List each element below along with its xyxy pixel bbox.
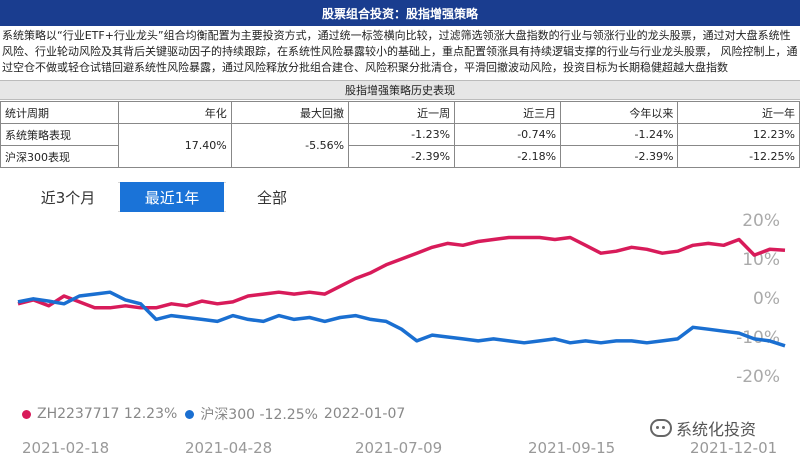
- series2-legend-text: 沪深300 -12.25%: [200, 407, 318, 423]
- history-table-title: 股指增强策略历史表现: [0, 80, 800, 100]
- table-cell: -1.23%: [348, 123, 456, 146]
- series-line-hs300: [17, 290, 786, 348]
- x-tick-label: 2021-04-28: [185, 439, 273, 457]
- page-title: 股票组合投资：股指增强策略: [0, 0, 800, 26]
- annualized-cell: 17.40%: [118, 123, 232, 168]
- table-header: 近三月: [454, 101, 562, 124]
- table-header: 统计周期: [0, 101, 119, 124]
- series1-legend-text: ZH2237717 12.23%: [37, 406, 178, 422]
- y-tick-label: -20%: [736, 367, 780, 387]
- performance-line-chart: 20%10%0%-10%-20%: [17, 211, 786, 387]
- table-cell: -12.25%: [677, 145, 800, 168]
- row-label: 系统策略表现: [0, 123, 119, 146]
- table-header-row: 统计周期 年化 最大回撤 近一周 近三月 今年以来 近一年: [0, 101, 800, 124]
- watermark-text: 系统化投资: [676, 420, 757, 439]
- wechat-icon: [650, 419, 672, 437]
- x-tick-label: 2021-02-18: [22, 439, 110, 457]
- y-tick-label: 20%: [742, 211, 780, 231]
- x-tick-label: 2021-07-09: [355, 439, 443, 457]
- y-tick-label: 10%: [742, 250, 780, 270]
- table-cell: -0.74%: [454, 123, 562, 146]
- series2-legend-dot: [185, 409, 195, 419]
- table-cell: -2.18%: [454, 145, 562, 168]
- tab-1-year[interactable]: 最近1年: [120, 182, 224, 212]
- series1-legend-dot: [22, 409, 31, 419]
- table-cell: -2.39%: [560, 145, 679, 168]
- chart-panel: 近3个月 最近1年 全部 20% 10% 0% -10% -20% ZH2237717 …: [0, 172, 800, 463]
- tab-3-months[interactable]: 近3个月: [18, 182, 118, 212]
- table-header: 近一年: [677, 101, 800, 124]
- table-cell: 12.23%: [677, 123, 800, 146]
- tab-all[interactable]: 全部: [226, 182, 318, 212]
- history-table: 统计周期 年化 最大回撤 近一周 近三月 今年以来 近一年 系统策略表现 17.…: [0, 101, 800, 168]
- x-tick-label: 2021-12-01: [690, 439, 778, 457]
- strategy-description: 系统策略以“行业ETF+行业龙头”组合均衡配置为主要投资方式，通过统一标签横向比…: [2, 29, 798, 74]
- table-cell: -1.24%: [560, 123, 679, 146]
- table-row: 系统策略表现 17.40% -5.56% -1.23% -0.74% -1.24…: [0, 123, 800, 168]
- y-tick-label: 0%: [753, 289, 780, 309]
- legend-date: 2022-01-07: [323, 406, 406, 422]
- table-cell: -2.39%: [348, 145, 456, 168]
- x-tick-label: 2021-09-15: [528, 439, 616, 457]
- table-header: 今年以来: [560, 101, 679, 124]
- chart-legend: ZH2237717 12.23% 沪深300 -12.25% 2022-01-0…: [22, 404, 405, 424]
- table-header: 年化: [118, 101, 232, 124]
- max-drawdown-cell: -5.56%: [230, 123, 350, 168]
- table-row: 沪深300表现 -2.39% -2.18% -2.39% -12.25%: [0, 145, 800, 168]
- series-line-strategy: [17, 235, 786, 310]
- watermark: 系统化投资: [650, 416, 756, 440]
- row-label: 沪深300表现: [0, 145, 119, 168]
- table-header: 最大回撤: [230, 101, 350, 124]
- table-header: 近一周: [348, 101, 456, 124]
